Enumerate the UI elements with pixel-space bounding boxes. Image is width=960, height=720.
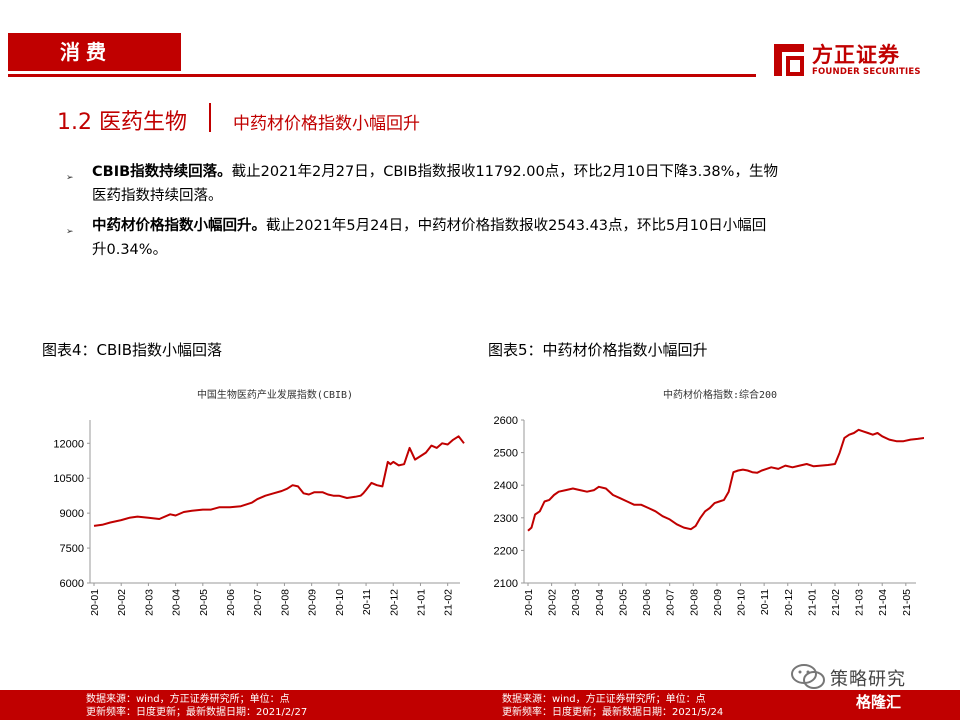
x-tick-label: 20-10 (736, 589, 748, 616)
x-tick-label: 20-05 (617, 589, 629, 616)
x-tick-label: 20-12 (388, 589, 400, 616)
section-tag: 消费 (8, 33, 181, 71)
x-tick-label: 20-08 (688, 589, 700, 616)
x-tick-label: 21-01 (806, 589, 818, 616)
y-tick-label: 12000 (53, 438, 84, 450)
x-tick-label: 20-08 (279, 589, 291, 616)
x-tick-label: 20-05 (198, 589, 210, 616)
cbib-line-chart: 中国生物医药产业发展指数(CBIB) 6000 7500 9000 10500 12000… (53, 388, 465, 616)
top-rule (8, 74, 756, 77)
figure-5-source: 数据来源：wind，方正证券研究所；单位：点 (502, 694, 706, 705)
x-tick-label: 20-02 (547, 589, 559, 616)
bullet-text-cont: 升0.34%。 (92, 242, 168, 258)
chart-title: 中药材价格指数:综合200 (663, 388, 777, 401)
x-tick-label: 20-11 (361, 589, 373, 615)
y-tick-label: 2200 (494, 545, 518, 557)
brand-sub: FOUNDER SECURITIES (812, 67, 921, 77)
x-tick-label: 21-03 (854, 589, 866, 616)
x-tick-label: 20-04 (594, 589, 606, 616)
x-tick-label: 20-09 (307, 589, 319, 616)
y-tick-label: 2400 (494, 480, 518, 492)
y-tick-label: 6000 (60, 578, 84, 590)
herb-price-line-chart: 中药材价格指数:综合200 2100 2200 2300 2400 2500 2600 20-… (494, 388, 924, 616)
y-tick-label: 2300 (494, 513, 518, 525)
bullet-bold: CBIB指数持续回落。 (92, 164, 232, 180)
figure-4-update: 更新频率：日度更新；最新数据日期：2021/2/27 (86, 707, 308, 718)
x-tick-label: 21-04 (877, 589, 889, 616)
x-tick-label: 20-06 (641, 589, 653, 616)
slide-subheading: 中药材价格指数小幅回升 (233, 114, 420, 134)
x-tick-label: 20-01 (89, 589, 101, 616)
watermark-text: 策略研究 (830, 669, 906, 690)
bullet-bold: 中药材价格指数小幅回升。 (92, 218, 266, 234)
x-tick-label: 20-03 (570, 589, 582, 616)
series-line (527, 428, 924, 532)
x-tick-label: 20-09 (712, 589, 724, 616)
x-tick-label: 20-04 (171, 589, 183, 616)
brand-logo: 方正证券 FOUNDER SECURITIES (768, 40, 928, 80)
arrow-bullet-icon: ➢ (66, 227, 74, 237)
x-tick-label: 20-07 (665, 589, 677, 616)
bullet-list: ➢ CBIB指数持续回落。截止2021年2月27日，CBIB指数报收11792.… (66, 160, 846, 268)
x-tick-label: 21-05 (901, 589, 913, 616)
watermark-brand: 格隆汇 (856, 693, 902, 711)
bullet-text: 截止2021年2月27日，CBIB指数报收11792.00点，环比2月10日下降… (231, 164, 778, 180)
footer-bar (0, 690, 960, 720)
y-tick-label: 2100 (494, 578, 518, 590)
figure-4-source: 数据来源：wind，方正证券研究所；单位：点 (86, 694, 290, 705)
x-tick-label: 20-02 (116, 589, 128, 616)
x-tick-label: 21-01 (415, 589, 427, 616)
watermark: 策略研究 格隆汇 (790, 663, 940, 713)
x-tick-label: 21-02 (830, 589, 842, 616)
y-tick-label: 10500 (53, 473, 84, 485)
chart-title: 中国生物医药产业发展指数(CBIB) (197, 388, 353, 401)
bullet-item: ➢ 中药材价格指数小幅回升。截止2021年5月24日，中药材价格指数报收2543… (66, 214, 846, 262)
x-tick-label: 20-12 (783, 589, 795, 616)
figure-4-title: 图表4：CBIB指数小幅回落 (42, 341, 223, 359)
arrow-bullet-icon: ➢ (66, 173, 74, 183)
founder-logo-icon (774, 44, 804, 76)
x-tick-label: 20-06 (225, 589, 237, 616)
y-tick-label: 9000 (60, 508, 84, 520)
y-tick-label: 2600 (494, 415, 518, 427)
y-tick-label: 7500 (60, 543, 84, 555)
bullet-text-cont: 医药指数持续回落。 (92, 188, 223, 204)
x-tick-label: 20-03 (143, 589, 155, 616)
section-label: 消费 (60, 40, 112, 64)
figure-5-title: 图表5：中药材价格指数小幅回升 (488, 341, 708, 359)
x-tick-label: 20-10 (334, 589, 346, 616)
brand-name: 方正证券 (812, 43, 900, 67)
heading-divider (209, 103, 211, 132)
y-tick-label: 2500 (494, 448, 518, 460)
x-tick-label: 20-01 (523, 589, 535, 616)
bullet-text: 截止2021年5月24日，中药材价格指数报收2543.43点，环比5月10日小幅… (266, 218, 767, 234)
x-tick-label: 20-11 (759, 589, 771, 615)
wechat-icon (791, 664, 825, 689)
series-line (93, 435, 465, 527)
figure-5-update: 更新频率：日度更新；最新数据日期：2021/5/24 (502, 707, 724, 718)
slide-heading: 1.2 医药生物 (57, 110, 187, 135)
bullet-item: ➢ CBIB指数持续回落。截止2021年2月27日，CBIB指数报收11792.… (66, 160, 846, 208)
x-tick-label: 21-02 (443, 589, 455, 616)
x-tick-label: 20-07 (252, 589, 264, 616)
